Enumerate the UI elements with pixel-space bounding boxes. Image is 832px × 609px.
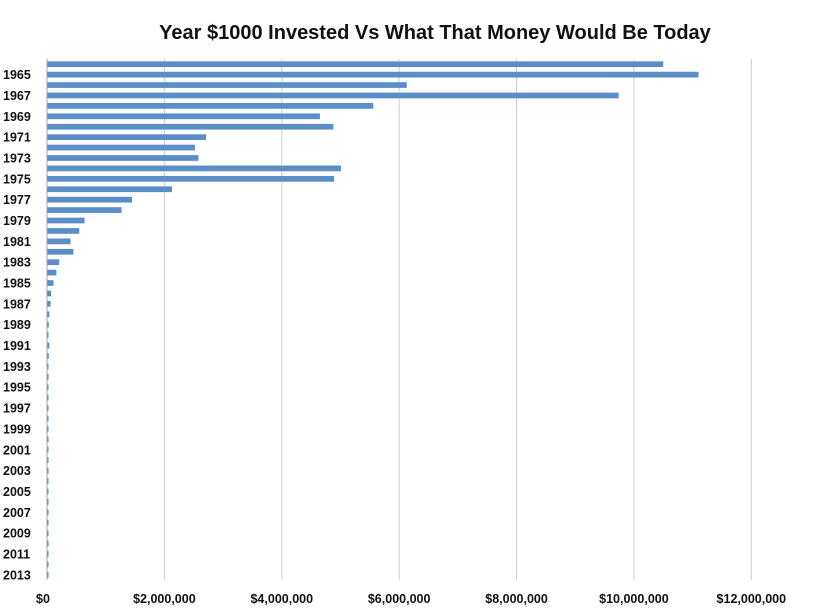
- bar-1964: [47, 61, 664, 68]
- bar-1973: [47, 155, 199, 161]
- bar-1969: [47, 113, 320, 120]
- x-tick-label: $10,000,000: [599, 592, 669, 606]
- x-tick-label: $2,000,000: [133, 592, 196, 606]
- y-tick-label: 1981: [3, 235, 31, 249]
- bar-1994: [47, 373, 49, 380]
- bar-1989: [47, 321, 49, 328]
- y-tick-label: 1991: [3, 339, 31, 353]
- y-tick-label: 1987: [3, 297, 31, 311]
- y-tick-label: 1997: [3, 402, 31, 416]
- y-tick-label: 1979: [3, 214, 31, 228]
- y-tick-label: 1995: [3, 381, 31, 395]
- bar-1987: [47, 301, 51, 307]
- y-tick-label: 1977: [3, 193, 31, 207]
- y-tick-label: 1983: [3, 256, 31, 270]
- bar-1976: [47, 186, 173, 193]
- bars: [47, 61, 699, 578]
- x-tick-label: $6,000,000: [368, 592, 431, 606]
- y-tick-label: 2013: [3, 568, 31, 582]
- bar-1982: [47, 248, 74, 255]
- bar-1998: [47, 415, 49, 422]
- bar-1996: [47, 394, 49, 401]
- bar-1966: [47, 82, 407, 88]
- bar-1981: [47, 238, 71, 245]
- bar-1990: [47, 332, 49, 338]
- y-tick-label: 1965: [3, 68, 31, 82]
- y-tick-label: 1985: [3, 277, 31, 291]
- bar-1967: [47, 92, 619, 99]
- bar-1978: [47, 207, 122, 213]
- bar-2011: [47, 551, 49, 557]
- y-tick-label: 2005: [3, 485, 31, 499]
- bar-2009: [47, 530, 49, 536]
- bar-1992: [47, 353, 49, 359]
- bar-2000: [47, 436, 49, 443]
- bar-1975: [47, 175, 335, 182]
- x-tick-label: $12,000,000: [717, 592, 787, 606]
- y-tick-label: 1969: [3, 110, 31, 124]
- y-tick-label: 1973: [3, 151, 31, 165]
- bar-1971: [47, 134, 207, 141]
- bar-1993: [47, 363, 49, 370]
- chart-title: Year $1000 Invested Vs What That Money W…: [159, 22, 712, 44]
- bar-1979: [47, 217, 85, 224]
- bar-2010: [47, 540, 49, 547]
- bar-1995: [47, 384, 49, 391]
- y-tick-label: 1993: [3, 360, 31, 374]
- y-tick-label: 2011: [3, 547, 30, 561]
- bar-1970: [47, 123, 334, 130]
- x-tick-label: $0: [36, 592, 50, 606]
- bar-1991: [47, 342, 50, 349]
- y-tick-label: 2003: [3, 464, 31, 478]
- bar-2006: [47, 498, 49, 505]
- y-tick-label: 1967: [3, 89, 31, 103]
- y-tick-label: 1989: [3, 318, 31, 332]
- bar-1984: [47, 269, 57, 276]
- x-tick-label: $8,000,000: [485, 592, 548, 606]
- bar-1986: [47, 290, 52, 297]
- bar-1997: [47, 405, 49, 411]
- x-tick-label: $4,000,000: [250, 592, 313, 606]
- bar-1980: [47, 228, 80, 234]
- bar-2003: [47, 467, 49, 474]
- y-tick-label: 1999: [3, 422, 31, 436]
- bar-1977: [47, 196, 133, 203]
- bar-2013: [47, 571, 49, 578]
- bar-2001: [47, 446, 49, 453]
- x-axis-labels: $0 $2,000,000 $4,000,000 $6,000,000 $8,000,0…: [36, 592, 786, 606]
- bar-2005: [47, 488, 49, 495]
- bar-2008: [47, 519, 49, 526]
- bar-1972: [47, 144, 195, 151]
- y-tick-label: 1971: [3, 131, 31, 145]
- bar-1965: [47, 71, 699, 78]
- y-tick-label: 2001: [3, 443, 31, 457]
- bar-1974: [47, 165, 342, 172]
- bar-2002: [47, 457, 49, 464]
- bar-2012: [47, 561, 49, 568]
- bar-1985: [47, 280, 54, 286]
- bar-1999: [47, 426, 49, 432]
- bar-2004: [47, 478, 49, 484]
- bar-1968: [47, 103, 374, 109]
- y-tick-label: 2009: [3, 527, 31, 541]
- y-axis-labels: 1965 1967 1969 1971 1973 1975 1977 1979 1981 1983…: [3, 68, 31, 582]
- y-tick-label: 2007: [3, 506, 31, 520]
- gridlines: [163, 59, 752, 580]
- bar-1988: [47, 311, 50, 318]
- bar-2007: [47, 509, 49, 516]
- y-tick-label: 1975: [3, 172, 31, 186]
- bar-1983: [47, 259, 60, 266]
